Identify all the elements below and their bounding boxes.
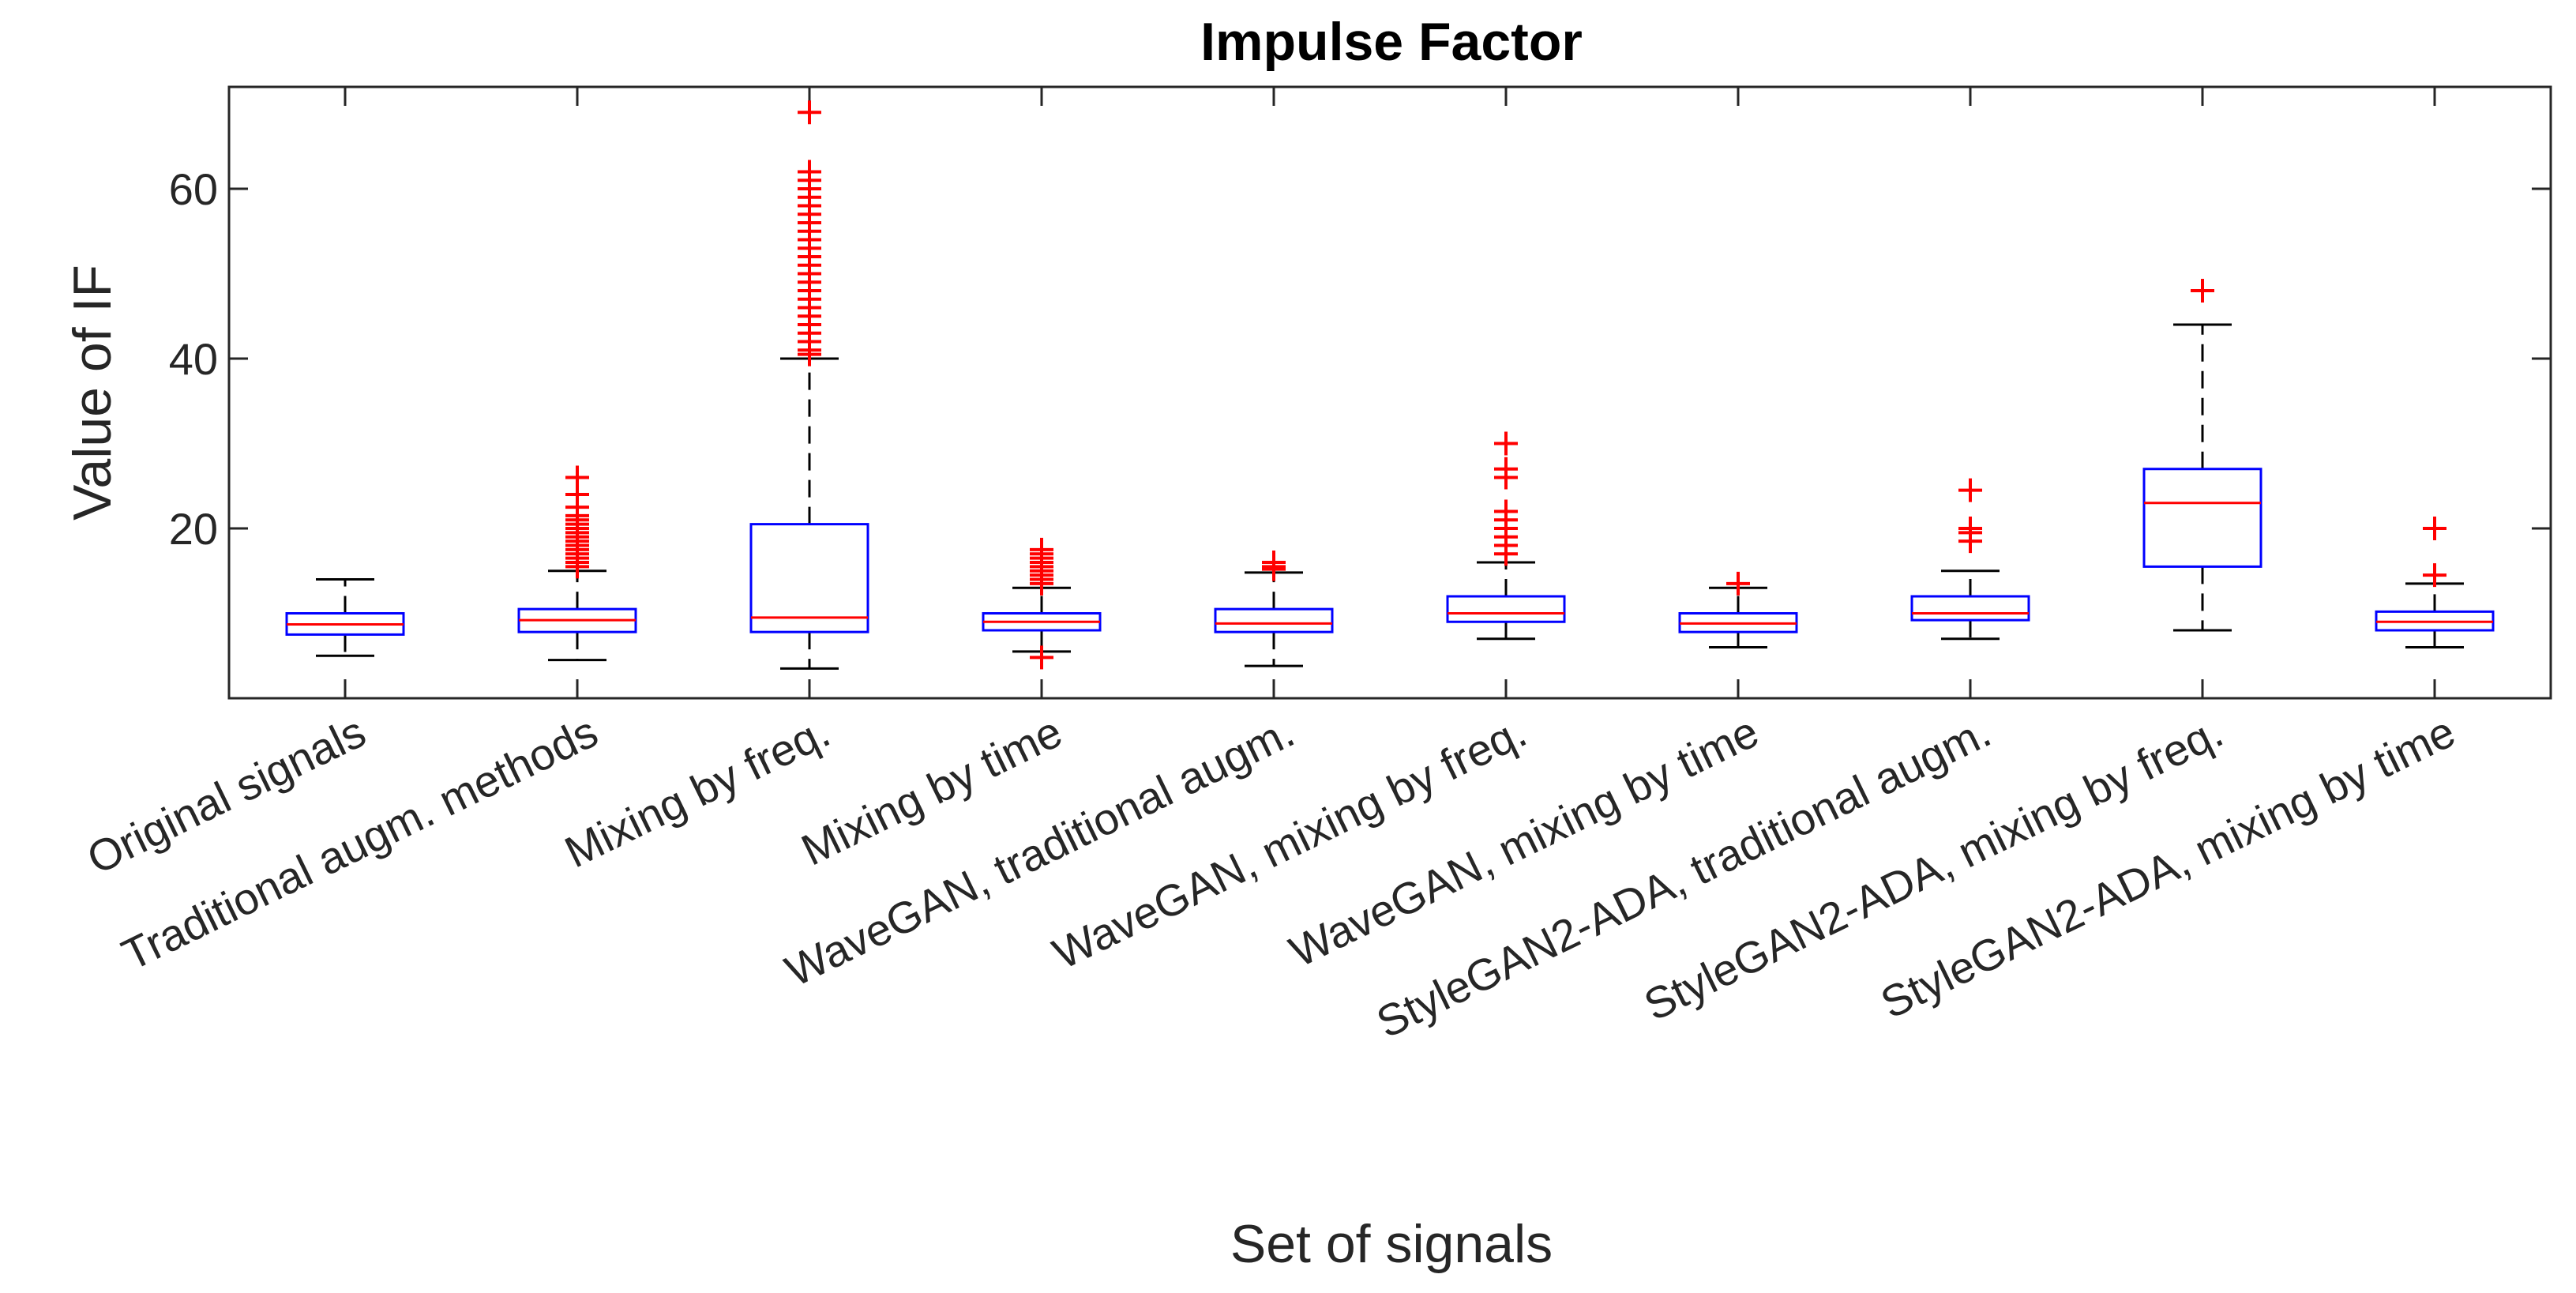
y-tick-label: 20 — [169, 504, 218, 554]
plot-area-frame — [227, 85, 2552, 700]
outlier-marker — [1030, 645, 1053, 670]
box-group — [1446, 431, 1566, 641]
y-tick-label: 60 — [169, 164, 218, 214]
box-group — [1214, 551, 1334, 667]
box-group — [2375, 517, 2495, 648]
y-axis-label: Value of IF — [62, 265, 122, 521]
x-axis-ticks — [344, 87, 2436, 698]
outlier-marker — [1030, 537, 1053, 562]
y-tick-label: 40 — [169, 334, 218, 384]
iqr-box — [749, 523, 869, 633]
outlier-marker — [1726, 571, 1750, 596]
outlier-marker — [1494, 431, 1518, 456]
y-axis-ticks: 20 40 60 — [169, 164, 2551, 554]
iqr-box — [1446, 595, 1566, 623]
outlier-marker — [1958, 478, 1982, 502]
outlier-marker — [2423, 517, 2446, 540]
outlier-marker — [798, 100, 821, 125]
box-group — [2142, 279, 2262, 632]
outlier-marker — [1494, 499, 1518, 524]
outlier-marker — [2423, 563, 2446, 588]
iqr-box — [2142, 468, 2262, 568]
outlier-marker — [2191, 279, 2214, 303]
box-group — [982, 537, 1102, 670]
outlier-marker — [565, 465, 589, 490]
x-axis-label: Set of signals — [1230, 1214, 1553, 1274]
box-group — [517, 465, 637, 662]
chart-title: Impulse Factor — [1200, 12, 1583, 72]
box-group — [285, 578, 405, 657]
outlier-marker — [1262, 551, 1286, 574]
iqr-box — [1214, 607, 1334, 633]
category-label: Mixing by freq. — [557, 706, 837, 877]
outlier-marker — [1958, 517, 1982, 540]
outlier-marker — [1494, 457, 1518, 481]
box-group — [1678, 571, 1798, 648]
box-group — [1910, 478, 2030, 641]
box-plot-series — [285, 100, 2495, 670]
box-group — [749, 100, 869, 670]
outlier-marker — [798, 160, 821, 184]
iqr-box — [1910, 595, 2030, 622]
